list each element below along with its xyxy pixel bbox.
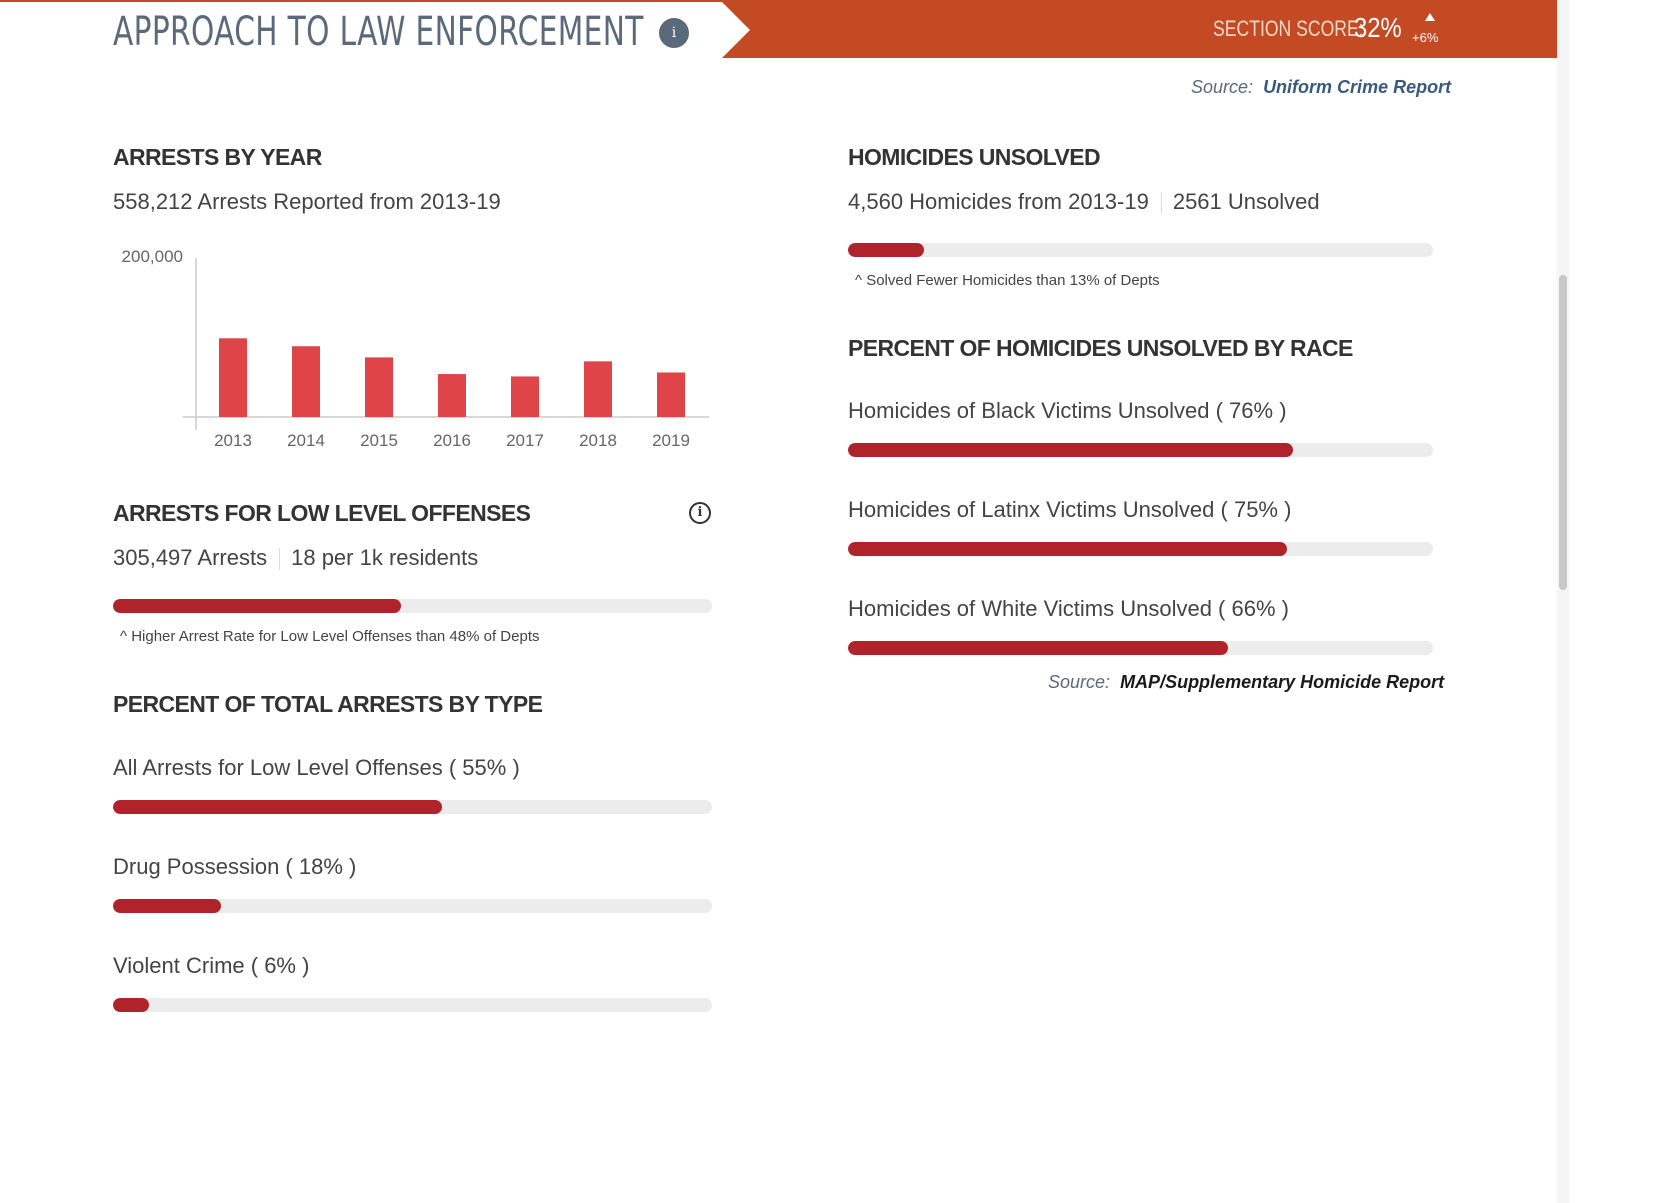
info-icon[interactable]: i [659, 18, 689, 48]
source-link[interactable]: Uniform Crime Report [1263, 77, 1452, 97]
stat-divider [1160, 192, 1162, 215]
bar-fill-white-victims [848, 641, 1229, 655]
bar-track-latinx-victims [848, 542, 1433, 556]
bar-fill-drug-possession [113, 899, 221, 913]
arrests-by-year-chart: 200,000 2013 2014 2015 2016 2017 2018 2019 [122, 247, 709, 450]
bar-fill-latinx-victims [848, 542, 1287, 556]
arrests-by-type-heading: PERCENT OF TOTAL ARRESTS BY TYPE [113, 691, 543, 717]
bar-2015[interactable] [365, 357, 393, 417]
arrests-by-year-heading: ARRESTS BY YEAR [113, 144, 322, 170]
bar-label-white-victims: Homicides of White Victims Unsolved ( 66… [848, 596, 1289, 621]
bar-2016[interactable] [438, 374, 466, 417]
y-tick-label: 200,000 [122, 247, 183, 266]
bar-fill-low-level [113, 800, 443, 814]
bar-2018[interactable] [584, 361, 612, 417]
source-link[interactable]: MAP/Supplementary Homicide Report [1120, 672, 1445, 692]
homicides-heading: HOMICIDES UNSOLVED [848, 144, 1101, 170]
x-tick-label-2015: 2015 [360, 431, 398, 450]
homicides-bar-fill [848, 243, 925, 257]
bar-label-low-level: All Arrests for Low Level Offenses ( 55%… [113, 755, 520, 780]
scrollbar-thumb[interactable] [1559, 275, 1567, 590]
low-level-arrests-count: 305,497 Arrests [113, 545, 268, 570]
homicides-by-race-heading: PERCENT OF HOMICIDES UNSOLVED BY RACE [848, 335, 1353, 361]
x-ticks-group: 2013 2014 2015 2016 2017 2018 2019 [214, 431, 690, 450]
info-icon[interactable]: i [689, 502, 711, 524]
bar-2014[interactable] [292, 346, 320, 417]
source-label: Source: [1048, 672, 1111, 692]
bar-track-drug-possession [113, 899, 712, 913]
x-tick-label-2017: 2017 [506, 431, 544, 450]
arrow-up-icon [1425, 13, 1435, 21]
homicides-bar-track [848, 243, 1433, 257]
source-uniform-crime-report: Source: Uniform Crime Report [1191, 77, 1451, 98]
homicides-total: 4,560 Homicides from 2013-19 [848, 189, 1149, 214]
bar-2019[interactable] [657, 372, 685, 417]
bar-fill-violent-crime [113, 998, 149, 1012]
homicides-unsolved-count: 2561 Unsolved [1172, 189, 1320, 214]
scrollbar-track[interactable] [1557, 0, 1569, 1203]
bar-label-violent-crime: Violent Crime ( 6% ) [113, 953, 310, 978]
section-score-banner [722, 2, 1560, 58]
low-level-rate: 18 per 1k residents [291, 545, 479, 570]
homicides-note: ^ Solved Fewer Homicides than 13% of Dep… [855, 272, 1160, 289]
low-level-bar-fill [113, 599, 401, 613]
low-level-bar-track [113, 599, 712, 613]
bar-fill-black-victims [848, 443, 1293, 457]
bar-label-black-victims: Homicides of Black Victims Unsolved ( 76… [848, 398, 1287, 423]
bars-group [219, 338, 685, 417]
arrests-by-year-summary: 558,212 Arrests Reported from 2013-19 [113, 189, 501, 214]
homicides-stats: 4,560 Homicides from 2013-19 2561 Unsolve… [848, 189, 1320, 215]
low-level-heading: ARRESTS FOR LOW LEVEL OFFENSES [113, 500, 531, 526]
bar-2017[interactable] [511, 376, 539, 417]
bar-label-latinx-victims: Homicides of Latinx Victims Unsolved ( 7… [848, 497, 1292, 522]
bar-track-white-victims [848, 641, 1433, 655]
stat-divider [279, 548, 281, 571]
x-tick-label-2016: 2016 [433, 431, 471, 450]
bar-label-drug-possession: Drug Possession ( 18% ) [113, 854, 357, 879]
low-level-note: ^ Higher Arrest Rate for Low Level Offen… [120, 628, 540, 645]
source-map-homicide-report: Source: MAP/Supplementary Homicide Repor… [1048, 672, 1444, 693]
source-label: Source: [1191, 77, 1254, 97]
x-tick-label-2014: 2014 [287, 431, 325, 450]
section-score-change: +6% [1412, 30, 1439, 45]
x-tick-label-2018: 2018 [579, 431, 617, 450]
x-tick-label-2013: 2013 [214, 431, 252, 450]
header-top-line [0, 0, 1560, 2]
bar-track-black-victims [848, 443, 1433, 457]
section-score-label: SECTION SCORE: [1213, 16, 1364, 41]
page-title: APPROACH TO LAW ENFORCEMENT [113, 9, 644, 55]
low-level-stats: 305,497 Arrests 18 per 1k residents [113, 545, 478, 571]
bar-2013[interactable] [219, 338, 247, 417]
bar-track-violent-crime [113, 998, 712, 1012]
section-score-value: 32% [1354, 12, 1402, 43]
x-tick-label-2019: 2019 [652, 431, 690, 450]
bar-track-low-level [113, 800, 712, 814]
